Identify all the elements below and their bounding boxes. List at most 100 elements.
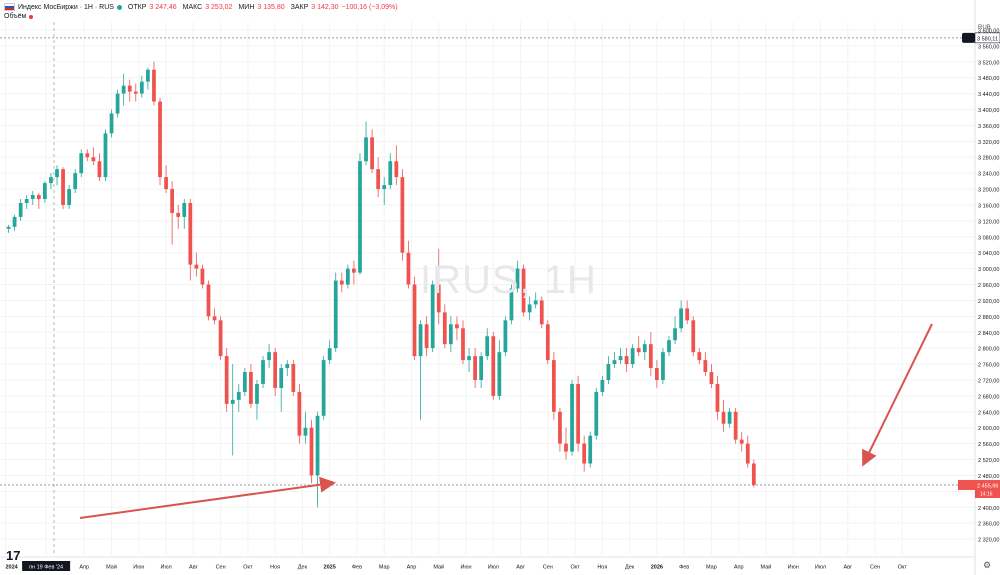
tradingview-logo-icon[interactable]: 17 [6,548,21,563]
x-tick-label: Июл [160,565,171,571]
candle-body [30,195,35,200]
y-tick-label: 2 400,00 [978,506,999,512]
x-tick-label: Ноя [597,565,607,571]
candle-body [448,324,453,345]
candle-body [473,356,477,380]
candle-body [327,348,332,361]
x-tick-label: Июл [815,565,826,571]
symbol-title[interactable]: Индекс МосБиржи · 1Н · RUS [18,3,114,11]
candle-body [297,391,302,436]
russia-flag-icon [4,3,15,11]
candle-body [600,379,605,392]
y-tick-label: 2 800,00 [978,347,999,353]
candle-body [158,101,162,178]
candle-body [115,93,120,114]
candle-body [139,81,144,94]
y-tick-label: 3 440,00 [978,92,999,98]
x-tick-label: Авг [189,565,198,571]
candle-body [261,360,265,384]
high-value: 3 253,02 [205,3,233,11]
candle-body [67,189,72,205]
candle-body [358,161,362,273]
x-tick-label: Апр [734,565,744,571]
y-tick-label: 2 640,00 [978,410,999,416]
y-tick-label: 2 480,00 [978,474,999,480]
current-price-timer: 14:16 [980,492,993,498]
gear-icon[interactable]: ⚙ [983,560,992,570]
y-tick-label: 2 960,00 [978,283,999,289]
x-tick-label: Дек [298,565,308,571]
candle-body [430,284,435,349]
candle-body [703,360,708,373]
y-tick-label: 3 280,00 [978,156,999,162]
candle-body [109,113,114,134]
y-tick-label: 2 920,00 [978,299,999,305]
candle-body [751,463,756,485]
y-tick-label: 3 120,00 [978,219,999,225]
candle-body [545,324,550,361]
candle-body [412,284,417,357]
top-level-badge-icon [962,32,975,43]
x-tick-label: Окт [898,565,908,571]
candle-body [442,312,447,345]
x-tick-label: Июн [133,565,144,571]
candle-body [49,177,53,184]
candle-body [745,443,750,464]
candle-body [515,268,520,289]
x-tick-label: 2024 [6,565,19,571]
candle-body [255,383,259,404]
candle-body [461,328,465,361]
candle-body [739,439,744,444]
candle-body [43,183,47,200]
candle-body [648,344,653,369]
candle-body [406,252,411,285]
candle-body [551,360,556,412]
candle-body [200,268,205,285]
candle-body [291,364,296,392]
candle-body [667,340,671,353]
x-tick-label: 2025 [324,565,336,571]
candle-body [588,435,593,464]
y-tick-label: 2 520,00 [978,458,999,464]
candle-body [6,226,11,229]
candle-body [364,137,368,162]
top-level-value: 3 580,11 [977,36,998,42]
candle-body [370,137,374,170]
low-label: МИН [238,3,255,11]
annotation-arrow-right [862,323,933,467]
x-tick-label: Апр [79,565,89,571]
y-tick-label: 3 480,00 [978,76,999,82]
candle-body [642,344,647,353]
candle-body [279,368,284,388]
candle-body [85,153,90,158]
candle-body [558,411,562,444]
candle-body [527,304,532,313]
candle-body [624,356,629,365]
candle-body [436,284,441,313]
candle-body [285,364,290,369]
x-tick-label: Сен [543,565,553,571]
candle-body [618,356,623,361]
y-tick-label: 3 240,00 [978,172,999,178]
y-tick-label: 2 760,00 [978,363,999,369]
candle-body [146,69,150,82]
y-tick-label: 2 720,00 [978,378,999,384]
candle-body [97,161,102,178]
candle-body [479,356,484,380]
y-tick-label: 2 320,00 [978,538,999,544]
candle-body [315,415,320,476]
y-tick-label: 3 560,00 [978,44,999,50]
x-tick-label: Май [106,564,117,571]
candle-body [273,352,278,388]
current-symbol-badge [958,480,975,491]
candle-body [352,268,356,273]
crosshair-date-badge [22,561,71,571]
y-tick-label: 2 360,00 [978,522,999,528]
x-tick-label: Авг [516,565,525,571]
current-price-value: 2 455,96 [977,484,998,490]
y-tick-label: 3 320,00 [978,140,999,146]
candle-body [133,91,138,94]
candle-body [691,320,696,353]
volume-indicator[interactable]: Объём [4,13,34,20]
